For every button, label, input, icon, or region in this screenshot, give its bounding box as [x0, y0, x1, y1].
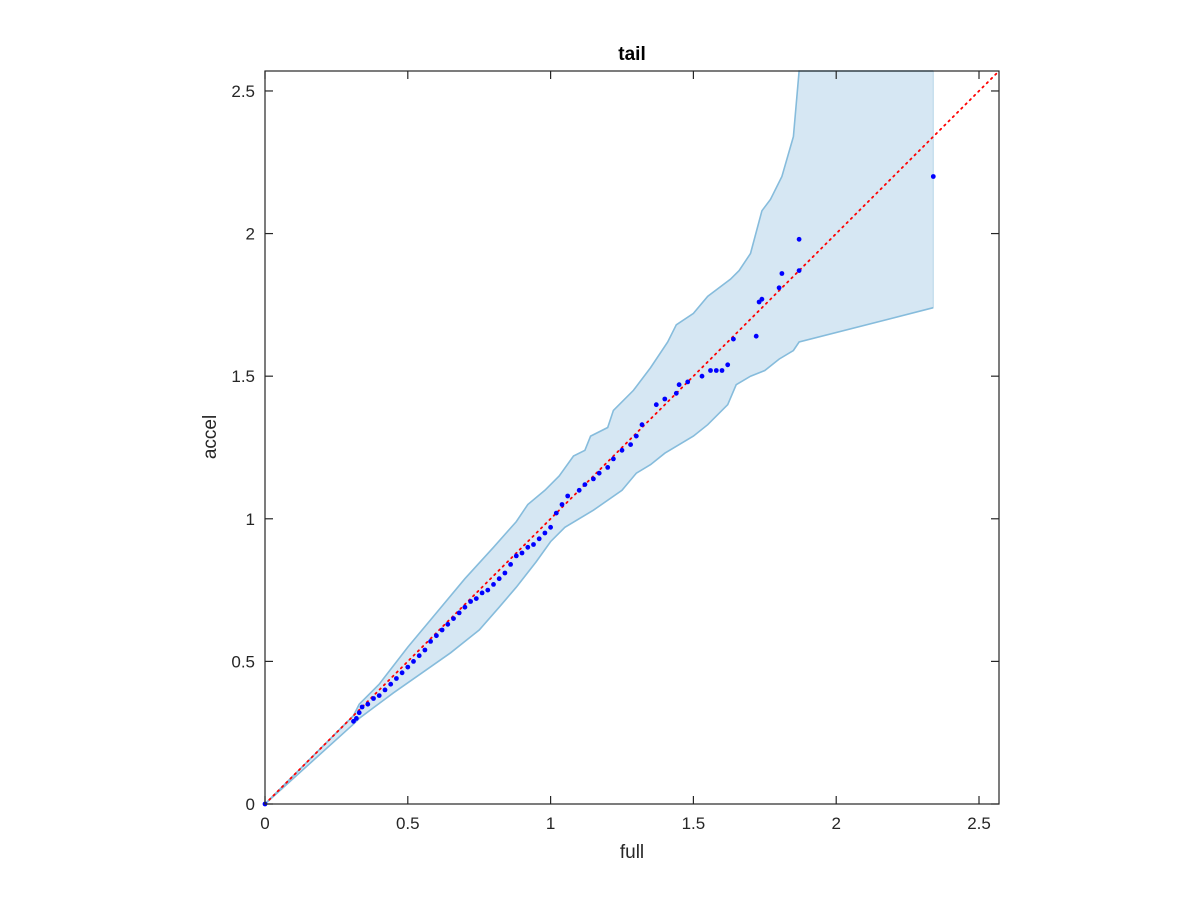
data-point	[776, 285, 782, 291]
data-point	[411, 659, 416, 664]
data-point	[559, 502, 565, 507]
x-tick-label: 2	[831, 814, 840, 833]
data-point	[422, 647, 428, 653]
data-point	[619, 447, 625, 453]
data-point	[445, 621, 451, 627]
x-tick-label: 1	[546, 814, 555, 833]
data-point	[565, 493, 571, 499]
data-point	[354, 716, 359, 721]
band-upper-edge	[264, 70, 934, 805]
data-point	[653, 402, 659, 408]
data-point	[576, 487, 582, 493]
data-point	[456, 610, 462, 616]
reference-y-equals-x	[264, 70, 1000, 805]
data-point	[596, 470, 602, 476]
data-point	[451, 616, 456, 621]
data-point	[502, 570, 508, 576]
data-point	[796, 268, 802, 273]
data-point	[468, 599, 473, 604]
data-point	[365, 701, 371, 707]
chart-title: tail	[618, 44, 645, 65]
data-point	[930, 174, 936, 179]
axes-box	[264, 70, 1000, 805]
x-tick-label: 1.5	[682, 814, 706, 833]
data-point	[731, 336, 736, 342]
data-point	[525, 544, 531, 550]
x-tick-label: 0.5	[396, 814, 420, 833]
data-point	[496, 576, 502, 582]
data-point	[796, 236, 802, 242]
data-point	[531, 542, 536, 547]
data-point	[582, 482, 588, 487]
y-tick-label: 2	[246, 225, 255, 244]
data-point	[708, 368, 713, 373]
y-axis-label: accel	[200, 415, 221, 459]
data-point	[371, 696, 376, 701]
data-point	[753, 333, 759, 339]
data-point	[434, 633, 439, 639]
x-tick-label: 0	[260, 814, 269, 833]
x-axis-ticks: 0 0.5 1 1.5 2 2.5	[260, 71, 991, 833]
data-point	[394, 676, 399, 681]
data-point	[508, 562, 513, 567]
data-point	[639, 422, 645, 428]
data-point	[485, 587, 491, 593]
y-axis-ticks: 0 0.5 1 1.5 2 2.5	[231, 82, 999, 814]
band-area	[265, 71, 934, 804]
data-point	[382, 687, 388, 693]
data-point	[519, 550, 525, 556]
reference-line	[264, 70, 1000, 805]
x-tick-label: 2.5	[967, 814, 991, 833]
data-point	[428, 639, 433, 644]
data-point	[713, 368, 719, 373]
data-point	[628, 442, 633, 447]
y-tick-label: 0.5	[231, 652, 255, 671]
data-point	[611, 456, 616, 462]
data-point	[676, 382, 682, 388]
data-point	[356, 710, 362, 716]
data-point	[513, 553, 519, 559]
data-point	[685, 379, 691, 385]
data-point	[439, 627, 445, 633]
data-point	[473, 596, 479, 601]
y-tick-label: 1	[246, 510, 255, 529]
data-point	[759, 296, 765, 302]
x-axis-label: full	[620, 842, 644, 863]
data-point	[359, 704, 365, 710]
axes	[264, 70, 1000, 805]
data-point	[491, 582, 496, 587]
band-lower-edge	[264, 306, 934, 805]
data-point	[662, 396, 668, 402]
data-point	[536, 536, 542, 542]
data-point	[479, 590, 485, 596]
data-points	[262, 174, 936, 807]
data-point	[699, 373, 705, 379]
y-tick-label: 2.5	[231, 82, 255, 101]
data-point	[376, 693, 382, 698]
data-point	[779, 271, 785, 276]
data-point	[416, 653, 422, 659]
data-point	[399, 670, 405, 676]
data-point	[673, 390, 679, 396]
data-point	[351, 718, 356, 724]
data-point	[605, 465, 611, 470]
y-tick-label: 1.5	[231, 367, 255, 386]
data-point	[591, 476, 596, 482]
data-point	[553, 510, 559, 516]
y-tick-label: 0	[246, 795, 255, 814]
data-point	[388, 681, 394, 687]
data-point	[725, 362, 731, 368]
data-point	[405, 664, 411, 670]
data-point	[548, 524, 553, 530]
data-point	[719, 368, 725, 373]
data-point	[462, 604, 468, 610]
data-point	[633, 433, 639, 439]
data-point	[542, 530, 548, 536]
confidence-band	[264, 70, 934, 805]
